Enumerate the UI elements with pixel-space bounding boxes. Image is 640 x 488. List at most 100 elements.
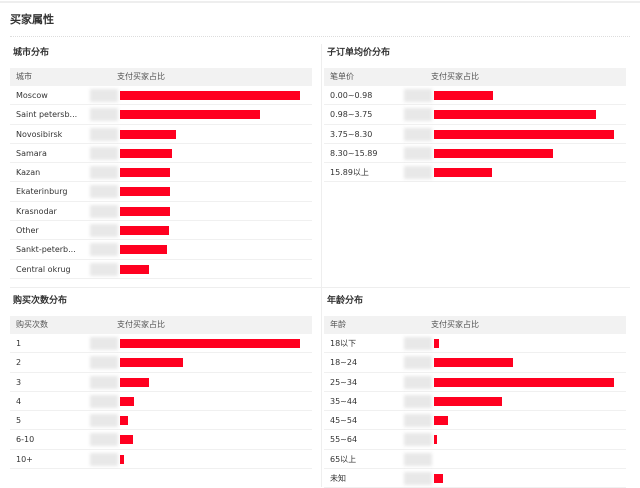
row-label: 8.30~15.89	[330, 148, 378, 158]
divider	[10, 36, 630, 37]
row-label: 25~34	[330, 377, 358, 387]
table-row: Other	[10, 221, 312, 241]
column-header-share: 支付买家占比	[117, 72, 165, 81]
share-bar	[120, 416, 129, 426]
blurred-value	[90, 337, 118, 350]
share-bar	[434, 148, 553, 158]
page-title: 买家属性	[10, 13, 54, 26]
table-row: 3.75~8.30	[324, 125, 626, 144]
share-bar	[434, 168, 492, 178]
share-bar	[120, 110, 261, 120]
panel-title: 子订单均价分布	[327, 48, 391, 58]
blurred-value	[90, 204, 118, 218]
table-header: 城市 支付买家占比	[10, 68, 312, 86]
blurred-value	[90, 262, 118, 276]
table-row: 15.89以上	[324, 163, 626, 183]
table-header: 年龄 支付买家占比	[324, 316, 626, 334]
table-row: 6-10	[10, 430, 312, 450]
table-row: 5	[10, 411, 312, 431]
share-bar	[120, 168, 171, 178]
table-row: 18以下	[324, 334, 626, 354]
row-label: 1	[16, 339, 22, 348]
row-label: 未知	[330, 474, 346, 484]
table-row: 45~54	[324, 411, 626, 431]
row-label: Central okrug	[16, 264, 71, 274]
table-row: Krasnodar	[10, 202, 312, 222]
row-label: 5	[16, 416, 22, 426]
city-distribution-panel: 城市分布 城市 支付买家占比 Moscow Saint petersb... N…	[10, 46, 312, 279]
table-row: 1	[10, 334, 312, 354]
divider	[321, 44, 322, 487]
share-bar	[120, 454, 124, 464]
share-bar	[120, 187, 171, 197]
blurred-value	[404, 166, 432, 180]
table-row: 35~44	[324, 392, 626, 412]
blurred-value	[90, 185, 118, 199]
share-bar	[434, 396, 503, 406]
table-row: Samara	[10, 144, 312, 164]
share-bar	[120, 226, 169, 236]
share-bar	[434, 377, 614, 387]
blurred-value	[404, 89, 432, 102]
row-label: 18~24	[330, 358, 358, 368]
row-label: Ekaterinburg	[16, 187, 68, 197]
table-row: 0.98~3.75	[324, 105, 626, 125]
blurred-value	[90, 224, 118, 238]
blurred-value	[404, 414, 432, 428]
share-bar	[120, 129, 176, 139]
row-label: Other	[16, 226, 39, 236]
table-row: 未知	[324, 469, 626, 488]
blurred-value	[90, 375, 118, 389]
column-header-category: 购买次数	[16, 320, 48, 329]
blurred-value	[404, 452, 432, 466]
table-header: 购买次数 支付买家占比	[10, 316, 312, 334]
share-bar	[434, 358, 514, 368]
row-label: 15.89以上	[330, 168, 369, 178]
row-label: 55~64	[330, 435, 358, 445]
column-header-category: 城市	[16, 72, 32, 81]
table-row: Sankt-peterb...	[10, 240, 312, 260]
column-header-category: 年龄	[330, 320, 346, 329]
blurred-value	[90, 108, 118, 122]
blurred-value	[90, 414, 118, 428]
purchase-count-distribution-panel: 购买次数分布 购买次数 支付买家占比 1 2 3 4 5 6-10	[10, 294, 312, 470]
row-label: 45~54	[330, 416, 358, 426]
share-bar	[120, 264, 149, 274]
share-bar	[120, 377, 149, 387]
column-header-category: 笔单价	[330, 72, 354, 81]
blurred-value	[404, 356, 432, 370]
column-header-share: 支付买家占比	[431, 72, 479, 81]
age-distribution-panel: 年龄分布 年龄 支付买家占比 18以下 18~24 25~34 35~44 45…	[324, 294, 626, 488]
blurred-value	[90, 127, 118, 141]
row-label: 3.75~8.30	[330, 129, 373, 139]
row-label: 65以上	[330, 454, 357, 464]
blurred-value	[90, 433, 118, 447]
share-bar	[120, 396, 135, 406]
row-label: 10+	[16, 454, 33, 464]
top-border	[0, 1, 640, 3]
blurred-value	[404, 127, 432, 141]
share-bar	[120, 148, 173, 158]
row-label: Kazan	[16, 168, 41, 178]
blurred-value	[90, 394, 118, 408]
blurred-value	[404, 375, 432, 389]
table-row: 2	[10, 353, 312, 373]
divider	[10, 287, 630, 288]
row-label: Samara	[16, 148, 47, 158]
row-label: 2	[16, 358, 22, 368]
row-label: 35~44	[330, 396, 358, 406]
table-row: 3	[10, 373, 312, 392]
table-row: Kazan	[10, 163, 312, 183]
row-label: Krasnodar	[16, 206, 57, 216]
row-label: 3	[16, 377, 22, 387]
share-bar	[434, 339, 440, 348]
column-header-share: 支付买家占比	[117, 320, 165, 329]
blurred-value	[90, 452, 118, 466]
row-label: Saint petersb...	[16, 110, 78, 120]
panel-title: 购买次数分布	[13, 296, 68, 306]
share-bar	[120, 435, 133, 445]
table-row: 25~34	[324, 373, 626, 392]
share-bar	[434, 91, 494, 100]
table-row: 8.30~15.89	[324, 144, 626, 164]
column-header-share: 支付买家占比	[431, 320, 479, 329]
